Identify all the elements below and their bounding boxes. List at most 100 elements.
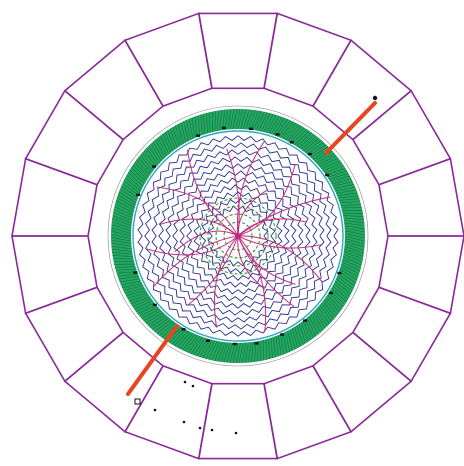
silicon-module [194,116,198,137]
silicon-module [162,133,172,153]
silicon-module [111,224,132,232]
silicon-module [154,319,172,332]
silicon-module [322,162,343,172]
silicon-module [175,125,182,146]
silicon-module [294,326,301,347]
silicon-tracker-ring [110,108,366,364]
particle-track [237,196,331,237]
silicon-module [128,294,149,302]
silicon-module [314,310,326,329]
silicon-module [289,127,305,143]
silicon-module [148,145,160,164]
silicon-module [237,109,244,130]
silicon-module [164,131,174,152]
silicon-module [332,181,353,187]
silicon-module [343,217,364,220]
silicon-module [136,159,151,176]
energy-deposit [337,271,342,275]
silicon-module [287,330,293,351]
silicon-module [248,110,256,130]
silicon-module [270,337,273,359]
silicon-module [159,135,170,155]
silicon-module [141,308,160,319]
silicon-module [130,167,146,182]
calorimeter-segment [378,157,464,237]
energy-deposit [181,328,186,331]
silicon-module [193,337,206,356]
silicon-module [223,342,231,363]
silicon-module [338,271,357,284]
energy-deposit [152,303,157,307]
silicon-module [273,117,286,136]
energy-deposit [254,342,259,345]
silicon-module [242,109,250,130]
silicon-module [169,128,178,149]
silicon-module [112,252,133,255]
silicon-module [132,298,152,307]
silicon-module [123,180,141,194]
silicon-module [325,296,340,313]
calorimeter-ring [11,12,464,460]
particle-track [237,218,307,237]
silicon-module [308,315,319,335]
silicon-module [114,206,134,216]
silicon-module [130,296,151,305]
energy-deposit [325,173,330,177]
silicon-module [327,170,348,178]
particle-track [186,149,239,237]
silicon-module [344,222,365,227]
silicon-module [118,276,139,280]
silicon-module [304,319,314,339]
calorimeter-segment [263,364,353,460]
tracker-outer-boundary [132,130,344,342]
silicon-module [338,195,359,199]
silicon-module [344,227,365,233]
calorimeter-segment [24,89,125,186]
silicon-module [298,323,307,344]
silicon-module [306,142,324,155]
silicon-module [112,255,134,257]
silicon-module [316,153,335,164]
calorimeter-segment [311,39,413,141]
silicon-module [322,300,336,318]
tracker-layer [200,198,276,274]
silicon-module [317,306,330,325]
silicon-module [344,246,364,254]
silicon-module [205,340,216,359]
energy-deposit [232,342,237,346]
silicon-module [344,235,365,242]
silicon-module [113,212,133,221]
silicon-module [260,340,262,362]
silicon-module [241,342,247,363]
silicon-module [120,186,139,199]
silicon-module [294,130,310,146]
tracker-layer [137,135,339,337]
tracker-layer [186,184,290,288]
silicon-module [253,111,262,131]
silicon-module [298,134,315,149]
silicon-module [125,289,146,297]
calorimeter-segment [378,235,464,315]
silicon-module [226,342,234,363]
energy-deposit [152,165,157,168]
silicon-module [339,201,361,204]
silicon-module [302,138,320,152]
silicon-module [110,233,132,239]
energy-deposit [221,126,226,130]
particle-track [237,163,296,237]
vertex-layer [215,213,261,259]
particle-track [152,235,239,288]
particle-track [187,235,239,306]
silicon-module [310,314,321,333]
silicon-module [177,123,185,144]
calorimeter-segment [311,331,413,433]
silicon-module [196,338,208,357]
energy-deposit [249,127,254,130]
silicon-module [190,336,203,355]
silicon-module [341,263,360,275]
silicon-module [117,194,136,206]
silicon-module [319,304,332,322]
silicon-module [344,248,364,257]
silicon-module [119,188,138,201]
silicon-module [285,124,300,141]
